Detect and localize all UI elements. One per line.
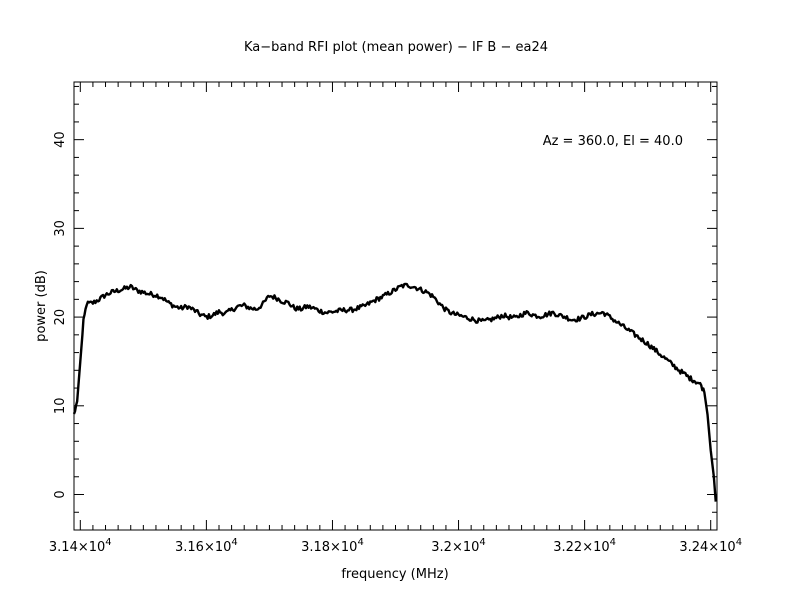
- x-tick-exponent: 4: [231, 537, 237, 548]
- y-tick-label: 30: [53, 220, 68, 237]
- y-tick-label: 20: [53, 309, 68, 326]
- axis-ticks: [74, 82, 717, 530]
- x-tick-mantissa: 3.14: [49, 540, 78, 555]
- x-tick-mantissa: 3.18: [301, 540, 330, 555]
- x-tick-label: 3.22×104: [553, 537, 616, 555]
- x-tick-label: 3.24×104: [679, 537, 742, 555]
- y-tick-label: 40: [53, 131, 68, 148]
- power-series-line: [72, 282, 717, 502]
- x-tick-mantissa: 3.24: [679, 540, 708, 555]
- chart-title: Ka−band RFI plot (mean power) − IF B − e…: [244, 40, 548, 55]
- y-tick-label: 0: [53, 490, 68, 498]
- pointing-annotation: Az = 360.0, El = 40.0: [543, 134, 683, 149]
- x-tick-exponent: 4: [479, 537, 485, 548]
- x-tick-mantissa: 3.16: [175, 540, 204, 555]
- y-tick-label: 10: [53, 398, 68, 415]
- plot-frame: [73, 81, 718, 531]
- x-tick-label: 3.2×104: [431, 537, 486, 555]
- x-axis-label: frequency (MHz): [341, 567, 448, 582]
- x-tick-exponent: 4: [357, 537, 363, 548]
- x-tick-exponent: 4: [610, 537, 616, 548]
- x-tick-label: 3.14×104: [49, 537, 112, 555]
- x-tick-mantissa: 3.2: [431, 540, 452, 555]
- x-tick-label: 3.18×104: [301, 537, 364, 555]
- x-tick-exponent: 4: [736, 537, 742, 548]
- x-tick-label: 3.16×104: [175, 537, 238, 555]
- x-tick-labels: 3.14×104 3.16×104 3.18×104 3.2×104 3.22×104 3…: [49, 537, 742, 555]
- y-axis-label: power (dB): [34, 270, 49, 342]
- y-tick-labels: 0 10 20 30 40: [53, 131, 68, 498]
- x-tick-mantissa: 3.22: [553, 540, 582, 555]
- x-tick-exponent: 4: [105, 537, 111, 548]
